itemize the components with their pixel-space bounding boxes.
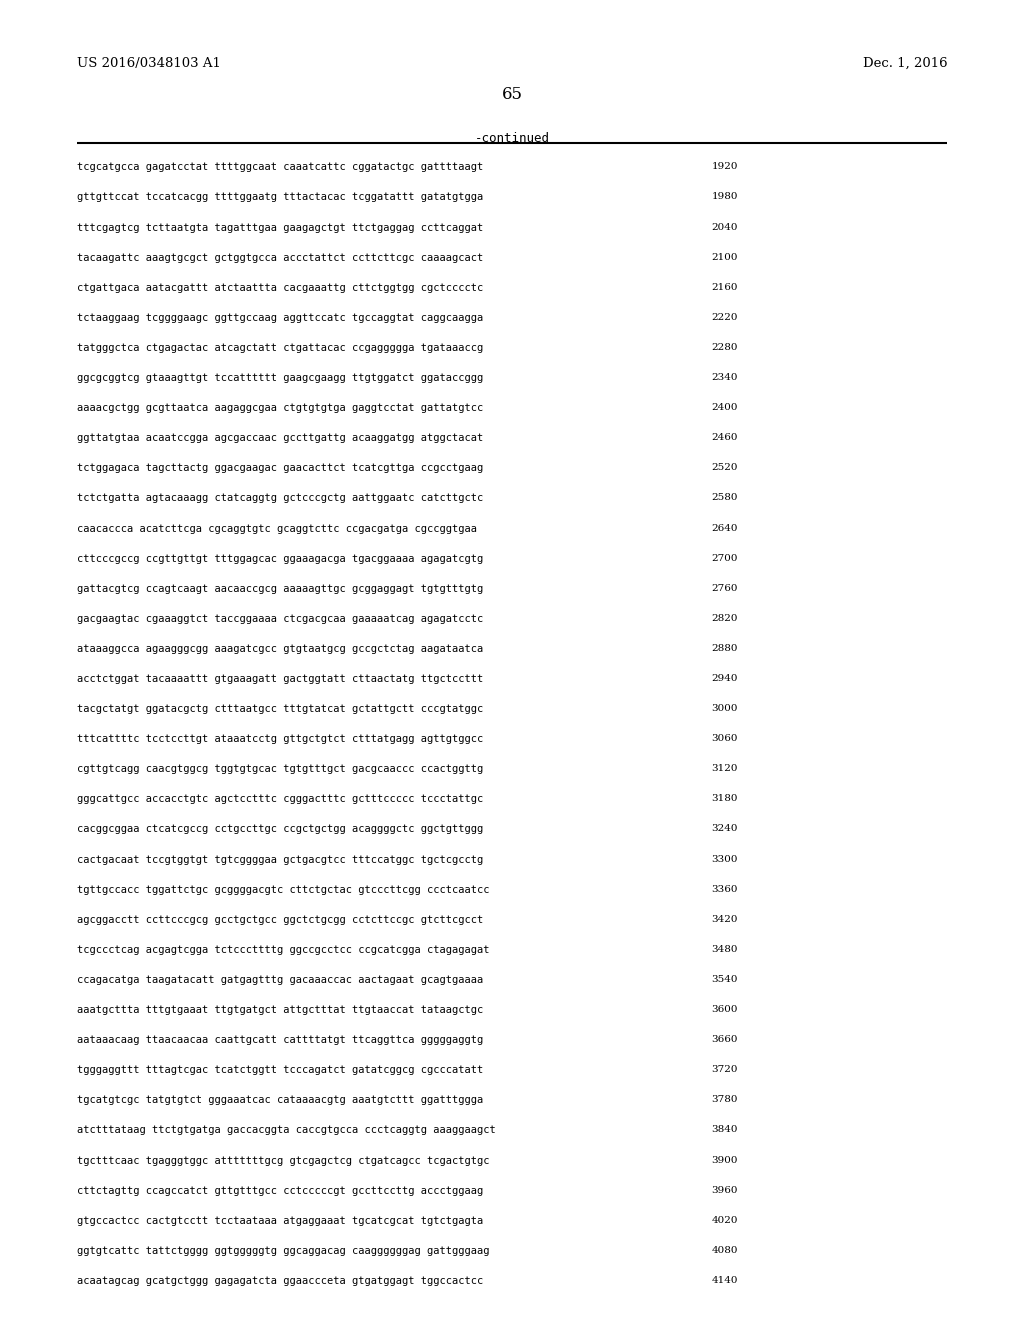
Text: 2340: 2340: [712, 374, 738, 381]
Text: 3060: 3060: [712, 734, 738, 743]
Text: US 2016/0348103 A1: US 2016/0348103 A1: [77, 57, 221, 70]
Text: 65: 65: [502, 86, 522, 103]
Text: 1980: 1980: [712, 193, 738, 202]
Text: 2880: 2880: [712, 644, 738, 653]
Text: 2700: 2700: [712, 553, 738, 562]
Text: 3900: 3900: [712, 1155, 738, 1164]
Text: 2400: 2400: [712, 403, 738, 412]
Text: 2280: 2280: [712, 343, 738, 352]
Text: cttcccgccg ccgttgttgt tttggagcac ggaaagacga tgacggaaaa agagatcgtg: cttcccgccg ccgttgttgt tttggagcac ggaaaga…: [77, 553, 483, 564]
Text: tctggagaca tagcttactg ggacgaagac gaacacttct tcatcgttga ccgcctgaag: tctggagaca tagcttactg ggacgaagac gaacact…: [77, 463, 483, 474]
Text: 3540: 3540: [712, 975, 738, 983]
Text: tttcgagtcg tcttaatgta tagatttgaa gaagagctgt ttctgaggag ccttcaggat: tttcgagtcg tcttaatgta tagatttgaa gaagagc…: [77, 223, 483, 232]
Text: tgttgccacc tggattctgc gcggggacgtc cttctgctac gtcccttcgg ccctcaatcc: tgttgccacc tggattctgc gcggggacgtc cttctg…: [77, 884, 489, 895]
Text: aaaacgctgg gcgttaatca aagaggcgaa ctgtgtgtga gaggtcctat gattatgtcc: aaaacgctgg gcgttaatca aagaggcgaa ctgtgtg…: [77, 403, 483, 413]
Text: caacaccca acatcttcga cgcaggtgtc gcaggtcttc ccgacgatga cgccggtgaa: caacaccca acatcttcga cgcaggtgtc gcaggtct…: [77, 524, 477, 533]
Text: 2100: 2100: [712, 252, 738, 261]
Text: tcgcatgcca gagatcctat ttttggcaat caaatcattc cggatactgc gattttaagt: tcgcatgcca gagatcctat ttttggcaat caaatca…: [77, 162, 483, 173]
Text: 2460: 2460: [712, 433, 738, 442]
Text: 3120: 3120: [712, 764, 738, 774]
Text: 3720: 3720: [712, 1065, 738, 1074]
Text: cactgacaat tccgtggtgt tgtcggggaa gctgacgtcc tttccatggc tgctcgcctg: cactgacaat tccgtggtgt tgtcggggaa gctgacg…: [77, 854, 483, 865]
Text: 2640: 2640: [712, 524, 738, 532]
Text: tcgccctcag acgagtcgga tctcccttttg ggccgcctcc ccgcatcgga ctagagagat: tcgccctcag acgagtcgga tctcccttttg ggccgc…: [77, 945, 489, 954]
Text: 4080: 4080: [712, 1246, 738, 1255]
Text: cgttgtcagg caacgtggcg tggtgtgcac tgtgtttgct gacgcaaccc ccactggttg: cgttgtcagg caacgtggcg tggtgtgcac tgtgttt…: [77, 764, 483, 775]
Text: 1920: 1920: [712, 162, 738, 172]
Text: 4020: 4020: [712, 1216, 738, 1225]
Text: agcggacctt ccttcccgcg gcctgctgcc ggctctgcgg cctcttccgc gtcttcgcct: agcggacctt ccttcccgcg gcctgctgcc ggctctg…: [77, 915, 483, 925]
Text: 3180: 3180: [712, 795, 738, 804]
Text: tgggaggttt tttagtcgac tcatctggtt tcccagatct gatatcggcg cgcccatatt: tgggaggttt tttagtcgac tcatctggtt tcccaga…: [77, 1065, 483, 1076]
Text: tctaaggaag tcggggaagc ggttgccaag aggttccatc tgccaggtat caggcaagga: tctaaggaag tcggggaagc ggttgccaag aggttcc…: [77, 313, 483, 323]
Text: gacgaagtac cgaaaggtct taccggaaaa ctcgacgcaa gaaaaatcag agagatcctc: gacgaagtac cgaaaggtct taccggaaaa ctcgacg…: [77, 614, 483, 624]
Text: gttgttccat tccatcacgg ttttggaatg tttactacac tcggatattt gatatgtgga: gttgttccat tccatcacgg ttttggaatg tttacta…: [77, 193, 483, 202]
Text: gattacgtcg ccagtcaagt aacaaccgcg aaaaagttgc gcggaggagt tgtgtttgtg: gattacgtcg ccagtcaagt aacaaccgcg aaaaagt…: [77, 583, 483, 594]
Text: tatgggctca ctgagactac atcagctatt ctgattacac ccgaggggga tgataaaccg: tatgggctca ctgagactac atcagctatt ctgatta…: [77, 343, 483, 352]
Text: gtgccactcc cactgtcctt tcctaataaa atgaggaaat tgcatcgcat tgtctgagta: gtgccactcc cactgtcctt tcctaataaa atgagga…: [77, 1216, 483, 1226]
Text: aaatgcttta tttgtgaaat ttgtgatgct attgctttat ttgtaaccat tataagctgc: aaatgcttta tttgtgaaat ttgtgatgct attgctt…: [77, 1005, 483, 1015]
Text: 3480: 3480: [712, 945, 738, 954]
Text: -continued: -continued: [474, 132, 550, 145]
Text: ggtgtcattc tattctgggg ggtgggggtg ggcaggacag caaggggggag gattgggaag: ggtgtcattc tattctgggg ggtgggggtg ggcagga…: [77, 1246, 489, 1255]
Text: tacaagattc aaagtgcgct gctggtgcca accctattct ccttcttcgc caaaagcact: tacaagattc aaagtgcgct gctggtgcca accctat…: [77, 252, 483, 263]
Text: gggcattgcc accacctgtc agctcctttc cgggactttc gctttccccc tccctattgc: gggcattgcc accacctgtc agctcctttc cgggact…: [77, 795, 483, 804]
Text: ataaaggcca agaagggcgg aaagatcgcc gtgtaatgcg gccgctctag aagataatca: ataaaggcca agaagggcgg aaagatcgcc gtgtaat…: [77, 644, 483, 653]
Text: tgctttcaac tgagggtggc atttttttgcg gtcgagctcg ctgatcagcc tcgactgtgc: tgctttcaac tgagggtggc atttttttgcg gtcgag…: [77, 1155, 489, 1166]
Text: 2940: 2940: [712, 675, 738, 682]
Text: 3660: 3660: [712, 1035, 738, 1044]
Text: 3300: 3300: [712, 854, 738, 863]
Text: Dec. 1, 2016: Dec. 1, 2016: [862, 57, 947, 70]
Text: acctctggat tacaaaattt gtgaaagatt gactggtatt cttaactatg ttgctccttt: acctctggat tacaaaattt gtgaaagatt gactggt…: [77, 675, 483, 684]
Text: ccagacatga taagatacatt gatgagtttg gacaaaccac aactagaat gcagtgaaaa: ccagacatga taagatacatt gatgagtttg gacaaa…: [77, 975, 483, 985]
Text: acaatagcag gcatgctggg gagagatcta ggaaccceta gtgatggagt tggccactcc: acaatagcag gcatgctggg gagagatcta ggaaccc…: [77, 1276, 483, 1286]
Text: 2040: 2040: [712, 223, 738, 231]
Text: 3960: 3960: [712, 1185, 738, 1195]
Text: 3360: 3360: [712, 884, 738, 894]
Text: aataaacaag ttaacaacaa caattgcatt cattttatgt ttcaggttca gggggaggtg: aataaacaag ttaacaacaa caattgcatt catttta…: [77, 1035, 483, 1045]
Text: 2520: 2520: [712, 463, 738, 473]
Text: tacgctatgt ggatacgctg ctttaatgcc tttgtatcat gctattgctt cccgtatggc: tacgctatgt ggatacgctg ctttaatgcc tttgtat…: [77, 704, 483, 714]
Text: 3840: 3840: [712, 1126, 738, 1134]
Text: 2760: 2760: [712, 583, 738, 593]
Text: 2160: 2160: [712, 282, 738, 292]
Text: 3600: 3600: [712, 1005, 738, 1014]
Text: cttctagttg ccagccatct gttgtttgcc cctcccccgt gccttccttg accctggaag: cttctagttg ccagccatct gttgtttgcc cctcccc…: [77, 1185, 483, 1196]
Text: 4140: 4140: [712, 1276, 738, 1284]
Text: ggttatgtaa acaatccgga agcgaccaac gccttgattg acaaggatgg atggctacat: ggttatgtaa acaatccgga agcgaccaac gccttga…: [77, 433, 483, 444]
Text: ctgattgaca aatacgattt atctaattta cacgaaattg cttctggtgg cgctcccctc: ctgattgaca aatacgattt atctaattta cacgaaa…: [77, 282, 483, 293]
Text: tgcatgtcgc tatgtgtct gggaaatcac cataaaacgtg aaatgtcttt ggatttggga: tgcatgtcgc tatgtgtct gggaaatcac cataaaac…: [77, 1096, 483, 1105]
Text: 3780: 3780: [712, 1096, 738, 1105]
Text: 3240: 3240: [712, 825, 738, 833]
Text: 3420: 3420: [712, 915, 738, 924]
Text: 3000: 3000: [712, 704, 738, 713]
Text: tctctgatta agtacaaagg ctatcaggtg gctcccgctg aattggaatc catcttgctc: tctctgatta agtacaaagg ctatcaggtg gctcccg…: [77, 494, 483, 503]
Text: tttcattttc tcctccttgt ataaatcctg gttgctgtct ctttatgagg agttgtggcc: tttcattttc tcctccttgt ataaatcctg gttgctg…: [77, 734, 483, 744]
Text: 2580: 2580: [712, 494, 738, 503]
Text: 2820: 2820: [712, 614, 738, 623]
Text: atctttataag ttctgtgatga gaccacggta caccgtgcca ccctcaggtg aaaggaagct: atctttataag ttctgtgatga gaccacggta caccg…: [77, 1126, 496, 1135]
Text: 2220: 2220: [712, 313, 738, 322]
Text: cacggcggaa ctcatcgccg cctgccttgc ccgctgctgg acaggggctc ggctgttggg: cacggcggaa ctcatcgccg cctgccttgc ccgctgc…: [77, 825, 483, 834]
Text: ggcgcggtcg gtaaagttgt tccatttttt gaagcgaagg ttgtggatct ggataccggg: ggcgcggtcg gtaaagttgt tccatttttt gaagcga…: [77, 374, 483, 383]
